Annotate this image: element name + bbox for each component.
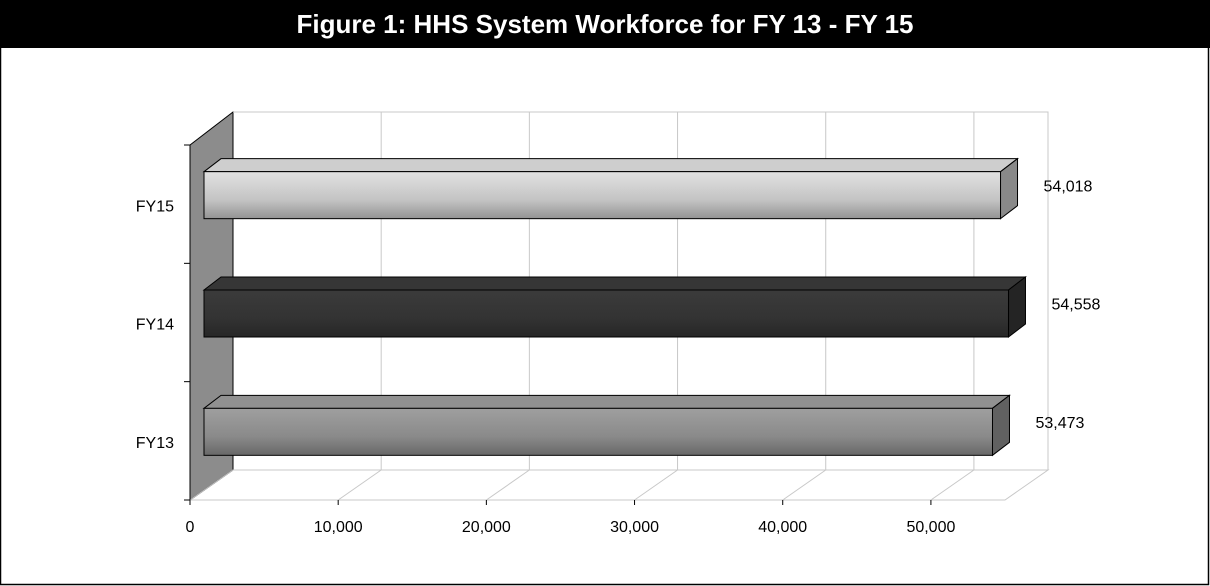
x-tick-label: 40,000 bbox=[758, 519, 807, 536]
value-label: 53,473 bbox=[1035, 415, 1084, 432]
bar bbox=[203, 289, 1009, 338]
y-tick-label: FY14 bbox=[136, 317, 174, 334]
grid-line bbox=[634, 469, 678, 501]
grid-line bbox=[486, 469, 530, 501]
bar bbox=[203, 171, 1002, 220]
y-tick-label: FY13 bbox=[136, 435, 174, 452]
grid-line bbox=[782, 469, 827, 501]
bar-top bbox=[202, 276, 1027, 291]
value-label: 54,558 bbox=[1051, 297, 1100, 314]
x-tick-label: 0 bbox=[186, 519, 195, 536]
grid-line bbox=[930, 469, 975, 501]
x-tick-label: 20,000 bbox=[462, 519, 511, 536]
y-tick-label: FY15 bbox=[136, 198, 174, 215]
grid-line bbox=[337, 469, 382, 501]
chart-title: Figure 1: HHS System Workforce for FY 13… bbox=[297, 9, 914, 39]
x-tick-label: 30,000 bbox=[610, 519, 659, 536]
bar-top bbox=[202, 158, 1019, 173]
value-label: 54,018 bbox=[1044, 178, 1093, 195]
bar bbox=[203, 407, 993, 456]
x-tick-label: 50,000 bbox=[906, 519, 955, 536]
title-bar bbox=[0, 0, 1210, 48]
x-tick-label: 10,000 bbox=[314, 519, 363, 536]
back-wall bbox=[233, 111, 1049, 470]
bar-top bbox=[202, 394, 1011, 409]
